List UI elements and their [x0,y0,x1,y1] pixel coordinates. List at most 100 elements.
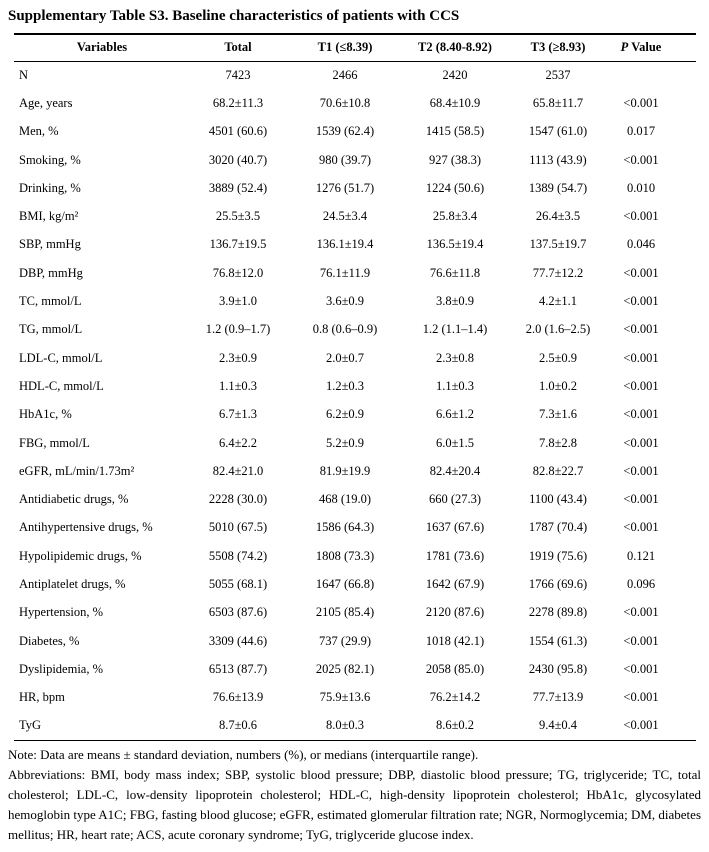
table-row: Antidiabetic drugs, % 2228 (30.0) 468 (1… [14,485,696,513]
table-row: Antiplatelet drugs, % 5055 (68.1) 1647 (… [14,570,696,598]
cell-total: 5055 (68.1) [208,576,268,591]
cell-t2: 660 (27.3) [428,492,482,507]
cell-t3: 1787 (70.4) [528,520,588,535]
cell-p-value: <0.001 [623,633,659,648]
cell-t1: 70.6±10.8 [319,95,371,110]
cell-total: 3.9±1.0 [218,294,258,309]
cell-t2: 3.8±0.9 [435,294,475,309]
cell-total: 5508 (74.2) [208,548,268,563]
cell-total: 2228 (30.0) [208,492,268,507]
table-row: DBP, mmHg 76.8±12.0 76.1±11.9 76.6±11.8 … [14,259,696,287]
cell-p-value: <0.001 [623,407,659,422]
cell-t2: 927 (38.3) [428,152,482,167]
cell-p-value [610,61,696,89]
cell-t1: 2.0±0.7 [325,350,365,365]
cell-t3: 1389 (54.7) [528,180,588,195]
p-value-rest: Value [628,40,662,55]
cell-variable: BMI, kg/m² [19,209,79,224]
table-row: Hypertension, % 6503 (87.6) 2105 (85.4) … [14,599,696,627]
cell-t1: 1276 (51.7) [315,180,375,195]
cell-p-value: 0.017 [626,124,656,139]
cell-t1: 0.8 (0.6–0.9) [312,322,378,337]
table-row: Smoking, % 3020 (40.7) 980 (39.7) 927 (3… [14,146,696,174]
cell-t1: 8.0±0.3 [325,718,365,733]
cell-t3: 77.7±12.2 [532,265,584,280]
table-row: TyG 8.7±0.6 8.0±0.3 8.6±0.2 9.4±0.4 <0.0… [14,712,696,740]
cell-t1: 980 (39.7) [318,152,372,167]
cell-p-value: <0.001 [623,95,659,110]
cell-t2: 6.0±1.5 [435,435,475,450]
cell-total: 136.7±19.5 [209,237,267,252]
cell-t1: 2466 [332,67,358,82]
cell-t1: 3.6±0.9 [325,294,365,309]
cell-variable: TyG [19,718,42,733]
cell-variable: Drinking, % [19,180,81,195]
header-t2: T2 (8.40-8.92) [404,34,506,62]
cell-p-value: <0.001 [623,718,659,733]
cell-p-value: <0.001 [623,322,659,337]
cell-p-value: 0.096 [626,576,656,591]
cell-t3: 2.5±0.9 [538,350,578,365]
cell-total: 4501 (60.6) [208,124,268,139]
cell-t2: 76.2±14.2 [429,690,481,705]
table-row: Age, years 68.2±11.3 70.6±10.8 68.4±10.9… [14,89,696,117]
cell-t2: 1224 (50.6) [425,180,485,195]
cell-variable: Diabetes, % [19,633,80,648]
cell-total: 8.7±0.6 [218,718,258,733]
cell-p-value: <0.001 [623,492,659,507]
cell-p-value: <0.001 [623,378,659,393]
cell-variable: Men, % [19,124,59,139]
cell-t2: 2.3±0.8 [435,350,475,365]
cell-t1: 76.1±11.9 [319,265,371,280]
cell-total: 82.4±21.0 [212,463,264,478]
cell-t2: 1.2 (1.1–1.4) [422,322,488,337]
table-row: Men, % 4501 (60.6) 1539 (62.4) 1415 (58.… [14,118,696,146]
table-header: Variables Total T1 (≤8.39) T2 (8.40-8.92… [14,34,696,62]
cell-t1: 468 (19.0) [318,492,372,507]
cell-t1: 1586 (64.3) [315,520,375,535]
cell-p-value: <0.001 [623,152,659,167]
table-row: LDL-C, mmol/L 2.3±0.9 2.0±0.7 2.3±0.8 2.… [14,344,696,372]
header-variables: Variables [14,34,190,62]
table-row: N 7423 2466 2420 2537 [14,61,696,89]
cell-t3: 65.8±11.7 [532,95,584,110]
cell-variable: N [19,67,29,82]
cell-t1: 5.2±0.9 [325,435,365,450]
cell-t3: 1554 (61.3) [528,633,588,648]
cell-t2: 6.6±1.2 [435,407,475,422]
cell-p-value: <0.001 [623,661,659,676]
cell-t3: 1113 (43.9) [529,152,587,167]
cell-t1: 6.2±0.9 [325,407,365,422]
cell-total: 76.6±13.9 [212,690,264,705]
header-t3: T3 (≥8.93) [506,34,610,62]
cell-p-value: <0.001 [623,294,659,309]
cell-p-value: <0.001 [623,463,659,478]
table-row: BMI, kg/m² 25.5±3.5 24.5±3.4 25.8±3.4 26… [14,202,696,230]
cell-t3: 1.0±0.2 [538,378,578,393]
table-row: HbA1c, % 6.7±1.3 6.2±0.9 6.6±1.2 7.3±1.6… [14,401,696,429]
cell-t2: 1642 (67.9) [425,576,485,591]
cell-t1: 1539 (62.4) [315,124,375,139]
cell-t3: 9.4±0.4 [538,718,578,733]
table-row: TG, mmol/L 1.2 (0.9–1.7) 0.8 (0.6–0.9) 1… [14,316,696,344]
cell-t2: 1415 (58.5) [425,124,485,139]
table-row: Hypolipidemic drugs, % 5508 (74.2) 1808 … [14,542,696,570]
cell-total: 1.2 (0.9–1.7) [205,322,271,337]
cell-variable: HbA1c, % [19,407,72,422]
cell-t3: 1547 (61.0) [528,124,588,139]
cell-total: 2.3±0.9 [218,350,258,365]
table-row: HDL-C, mmol/L 1.1±0.3 1.2±0.3 1.1±0.3 1.… [14,372,696,400]
cell-variable: DBP, mmHg [19,265,83,280]
cell-total: 6.7±1.3 [218,407,258,422]
cell-t2: 68.4±10.9 [429,95,481,110]
baseline-characteristics-table: Variables Total T1 (≤8.39) T2 (8.40-8.92… [14,33,696,741]
cell-total: 5010 (67.5) [208,520,268,535]
cell-variable: Hypertension, % [19,605,104,620]
cell-total: 68.2±11.3 [212,95,264,110]
cell-variable: TC, mmol/L [19,294,82,309]
header-p-value: P Value [610,34,696,62]
cell-t2: 1018 (42.1) [425,633,485,648]
cell-t2: 2420 [442,67,468,82]
cell-t2: 1.1±0.3 [435,378,475,393]
